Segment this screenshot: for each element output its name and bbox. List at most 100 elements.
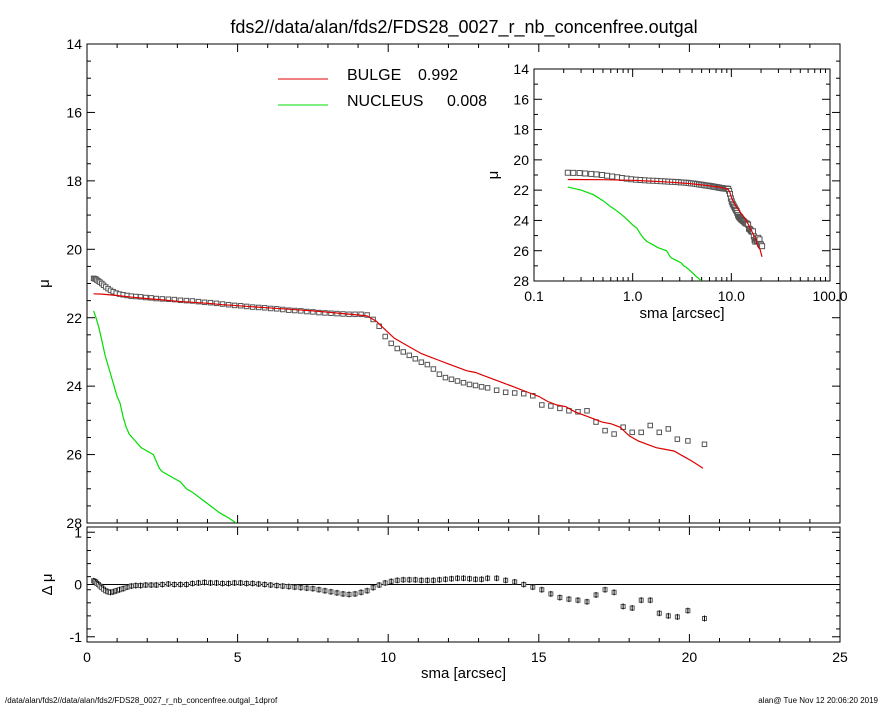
inset-data-point [564, 169, 571, 176]
main-data-point [478, 384, 485, 390]
inset-ytick-label: 20 [513, 152, 529, 168]
main-data-point [406, 352, 413, 359]
main-data-point [656, 429, 663, 436]
resid-ylabel: Δ μ [39, 573, 56, 595]
main-data-point [701, 441, 708, 448]
inset-plot-area [564, 169, 766, 281]
inset-data-point [759, 243, 766, 250]
resid-ytick-label: -1 [70, 629, 83, 645]
main-data-point [584, 408, 590, 414]
inset-data-point [588, 170, 595, 177]
main-data-point [165, 296, 172, 302]
main-data-point [460, 379, 467, 386]
footer-right: alan@ Tue Nov 12 20:06:20 2019 [758, 696, 878, 705]
resid-xtick-label: 15 [531, 649, 547, 665]
main-data-point [448, 376, 455, 383]
main-data-point [548, 403, 554, 409]
inset-data-point [609, 173, 616, 180]
main-data-point [502, 389, 509, 396]
inset-ytick-label: 14 [513, 61, 529, 77]
inset-xlabel: sma [arcsec] [639, 305, 724, 322]
inset-data-point [570, 169, 577, 176]
main-data-point [674, 436, 681, 442]
main-data-point [388, 340, 394, 347]
main-data-point [286, 307, 292, 313]
main-data-point [304, 308, 310, 315]
resid-xtick-label: 20 [682, 649, 698, 665]
resid-xtick-label: 10 [380, 649, 396, 665]
main-data-point [493, 387, 500, 393]
main-data-point [430, 366, 437, 372]
inset-ytick-label: 28 [513, 273, 529, 289]
inset-ytick-label: 18 [513, 122, 529, 138]
main-data-point [328, 310, 334, 317]
main-data-point [159, 296, 166, 302]
main-data-point [171, 296, 178, 303]
main-data-point [213, 300, 220, 307]
main-data-point [647, 422, 653, 429]
main-data-point [364, 312, 370, 318]
main-ytick-label: 14 [66, 36, 82, 52]
main-data-point [638, 429, 644, 436]
footer-left: /data/alan/fds2//data/alan/fds2/FDS28_00… [5, 696, 278, 705]
main-ytick-label: 16 [66, 104, 82, 120]
inset-ytick-label: 24 [513, 212, 529, 228]
inset-data-point [582, 170, 589, 177]
main-data-point [466, 381, 473, 388]
inset-ytick-label: 16 [513, 91, 529, 107]
main-data-point [685, 438, 691, 444]
main-data-point [472, 382, 479, 389]
main-plot-area [90, 275, 708, 523]
main-ytick-label: 22 [66, 310, 82, 326]
main-data-point [137, 294, 144, 300]
main-data-point [520, 390, 527, 397]
main-data-point [322, 310, 328, 316]
inset-xtick-label: 1.0 [623, 288, 643, 304]
main-ylabel: μ [36, 279, 53, 288]
main-data-point [316, 309, 322, 316]
main-data-point [629, 429, 635, 436]
main-data-point [530, 392, 536, 399]
main-data-point [382, 333, 388, 340]
main-data-point [292, 307, 298, 314]
inset-data-point [604, 172, 611, 179]
inset-series-bulge [567, 178, 763, 257]
main-data-point [177, 297, 184, 304]
main-data-point [358, 311, 364, 318]
inset-log-panel: 0.1 1.0 10.0 100.0 14 16 18 20 22 24 26 28 μ sma [arc… [485, 61, 848, 322]
main-ytick-label: 24 [66, 378, 82, 394]
main-data-point [602, 427, 608, 434]
resid-xtick-label: 0 [83, 649, 91, 665]
legend-bulge-value: 0.992 [418, 67, 458, 84]
main-data-point [418, 359, 425, 365]
chart-title: fds2//data/alan/fds2/FDS28_0027_r_nb_con… [230, 17, 697, 38]
inset-series-nucleus [567, 186, 702, 281]
main-data-point [442, 374, 449, 381]
inset-ytick-label: 26 [513, 243, 529, 259]
legend: BULGE 0.992 NUCLEUS 0.008 [278, 67, 487, 110]
main-series-bulge [93, 293, 704, 469]
main-data-point [539, 402, 545, 408]
main-data-point [424, 361, 431, 368]
main-data-point [142, 294, 149, 301]
main-data-point [183, 297, 190, 304]
main-data-point [665, 426, 672, 432]
main-data-point [394, 345, 400, 352]
main-data-point [454, 378, 461, 384]
main-data-point [484, 385, 491, 391]
main-data-point [195, 298, 202, 305]
inset-ytick-label: 22 [513, 182, 529, 198]
legend-nucleus-label: NUCLEUS [347, 93, 423, 110]
inset-data-point [593, 171, 600, 178]
main-data-point [148, 295, 154, 301]
inset-xtick-label: 10.0 [718, 288, 745, 304]
main-data-point [207, 299, 214, 306]
inset-data-point [576, 170, 583, 177]
resid-ytick-label: 0 [74, 577, 82, 593]
inset-xtick-label: 100.0 [812, 288, 847, 304]
main-data-point [298, 308, 304, 314]
resid-xtick-label: 25 [832, 649, 848, 665]
main-data-point [611, 431, 617, 437]
main-data-point [412, 356, 419, 362]
